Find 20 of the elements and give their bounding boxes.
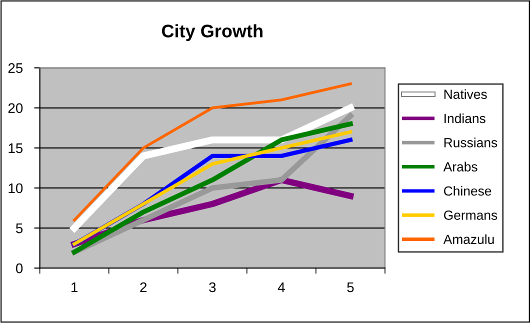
chart-title: City Growth bbox=[162, 24, 262, 42]
y-tick-label: 0 bbox=[16, 263, 23, 274]
x-tick-label: 4 bbox=[278, 282, 285, 292]
x-tick-label: 2 bbox=[140, 282, 147, 292]
legend-label: Indians bbox=[444, 113, 486, 124]
legend-label: Arabs bbox=[443, 162, 478, 172]
y-tick-label: 25 bbox=[8, 63, 23, 73]
legend-label: Natives bbox=[444, 89, 487, 99]
y-tick-label: 20 bbox=[8, 103, 23, 114]
legend-label: Chinese bbox=[444, 186, 492, 196]
y-tick-label: 15 bbox=[8, 143, 23, 154]
y-tick-label: 10 bbox=[8, 183, 23, 194]
legend-label: Amazulu bbox=[443, 234, 494, 244]
legend-label: Russians bbox=[444, 138, 498, 148]
line-series bbox=[72, 82, 352, 222]
x-tick-label: 1 bbox=[72, 282, 78, 292]
x-tick-label: 5 bbox=[347, 282, 354, 292]
x-tick-label: 3 bbox=[209, 282, 216, 292]
y-tick-label: 5 bbox=[16, 224, 23, 234]
legend-label: Germans bbox=[444, 210, 498, 220]
